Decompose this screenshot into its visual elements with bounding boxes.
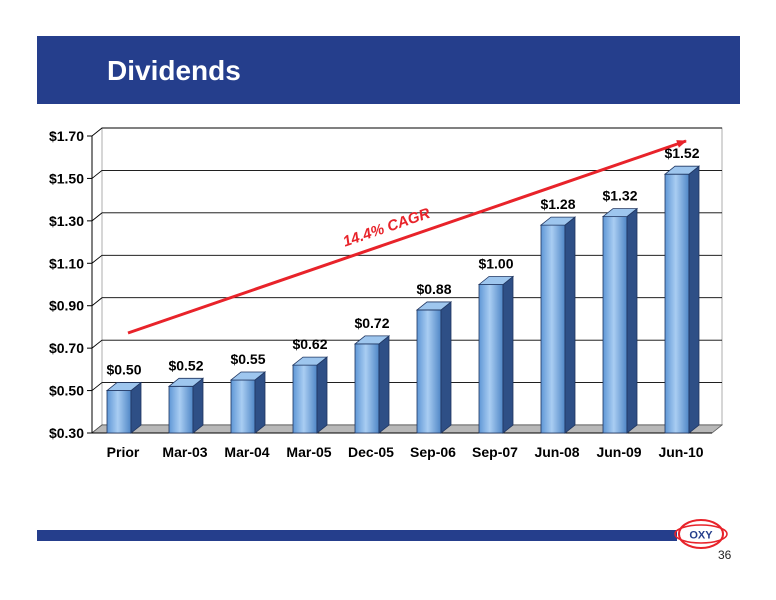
x-tick-label: Sep-06 (410, 444, 456, 460)
x-tick-label: Jun-10 (658, 444, 703, 460)
bar-front (168, 385, 194, 434)
x-tick-label: Mar-03 (162, 444, 207, 460)
bar-side (378, 335, 390, 434)
bar-top (105, 382, 143, 391)
bar-side (192, 377, 204, 434)
bar-top (167, 377, 205, 387)
bar-mar-04 (229, 371, 267, 434)
y-tick-label: $0.70 (49, 340, 84, 356)
x-tick-label: Jun-08 (534, 444, 579, 460)
bar-mar-05 (291, 356, 329, 434)
bar-top (291, 356, 329, 366)
gridline (91, 339, 722, 349)
bar-sep-07 (477, 275, 515, 434)
y-tick-label: $1.30 (49, 213, 84, 229)
bar-jun-09 (601, 207, 639, 434)
bar-top (663, 165, 701, 175)
data-label: $1.28 (540, 196, 575, 212)
bar-front (478, 284, 504, 434)
gridline (91, 297, 722, 307)
y-tick-label: $1.10 (49, 255, 84, 271)
logo-text: OXY (689, 530, 713, 542)
bar-side (688, 165, 700, 434)
oxy-logo: OXY (674, 519, 728, 549)
data-label: $1.32 (602, 188, 637, 204)
bar-side (440, 301, 452, 434)
cagr-trend-arrow (127, 139, 687, 335)
y-tick-label: $0.90 (49, 298, 84, 314)
x-tick-label: Mar-04 (224, 444, 269, 460)
bar-jun-08 (539, 216, 577, 434)
y-tick-label: $1.70 (49, 128, 84, 144)
data-label: $0.88 (416, 281, 451, 297)
bar-front (664, 173, 690, 434)
data-label: $0.52 (168, 357, 203, 373)
gridline (91, 169, 722, 179)
bar-mar-03 (167, 377, 205, 434)
bar-top (415, 301, 453, 311)
data-label: $1.52 (664, 145, 699, 161)
data-label: $0.62 (292, 336, 327, 352)
y-tick-label: $0.30 (49, 425, 84, 441)
bar-sep-06 (415, 301, 453, 434)
bar-jun-10 (663, 165, 701, 434)
bar-top (601, 208, 639, 218)
gridline (91, 127, 722, 137)
data-label: $1.00 (478, 256, 513, 272)
bar-top (229, 371, 267, 381)
data-label: $0.55 (230, 351, 265, 367)
bar-side (502, 275, 514, 434)
x-tick-label: Jun-09 (596, 444, 641, 460)
gridline (91, 212, 722, 222)
gridline (91, 382, 722, 391)
y-tick-label: $1.50 (49, 170, 84, 186)
x-tick-label: Prior (107, 444, 140, 460)
bar-top (477, 276, 515, 285)
bar-side (626, 207, 638, 434)
bar-front (540, 224, 566, 434)
data-label: $0.72 (354, 315, 389, 331)
bar-front (292, 364, 318, 434)
bar-side (316, 356, 328, 434)
bar-top (353, 335, 391, 345)
bar-front (602, 216, 628, 434)
bar-side (130, 381, 142, 434)
bar-side (564, 216, 576, 434)
bar-side (254, 371, 266, 434)
x-tick-label: Mar-05 (286, 444, 331, 460)
data-label: $0.50 (106, 362, 141, 378)
bar-front (106, 390, 132, 434)
page-number: 36 (718, 548, 732, 562)
slide-title: Dividends (107, 55, 241, 86)
bar-dec-05 (353, 335, 391, 434)
footer-rule (37, 530, 677, 541)
title-bar: Dividends (37, 36, 740, 104)
gridline (91, 254, 722, 264)
bar-top (539, 216, 577, 226)
x-tick-label: Sep-07 (472, 444, 518, 460)
bar-front (416, 309, 442, 434)
bar-prior (105, 381, 143, 434)
bar-front (230, 379, 256, 434)
bar-front (354, 343, 380, 434)
y-tick-label: $0.50 (49, 383, 84, 399)
x-tick-label: Dec-05 (348, 444, 394, 460)
